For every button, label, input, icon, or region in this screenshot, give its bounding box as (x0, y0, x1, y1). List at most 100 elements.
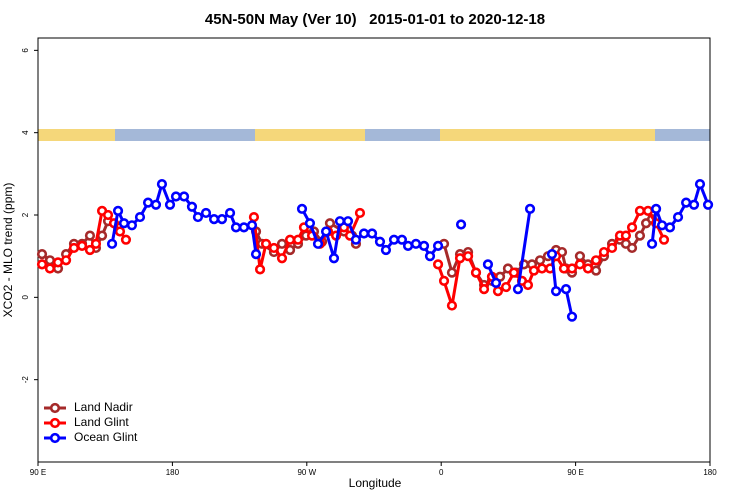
data-point (446, 300, 458, 311)
data-point (126, 220, 138, 231)
data-point (68, 242, 80, 254)
data-point (118, 218, 130, 229)
data-point (702, 199, 714, 210)
data-point (590, 265, 602, 276)
data-point (620, 230, 632, 241)
data-point (642, 205, 654, 216)
data-point (410, 238, 422, 249)
data-point (170, 191, 182, 202)
data-point (590, 255, 602, 266)
data-point (268, 242, 280, 254)
data-point (478, 284, 490, 295)
legend-swatch (49, 402, 61, 414)
data-point (646, 238, 658, 249)
data-point (250, 249, 262, 260)
series (106, 179, 714, 322)
y-tick-label: 2 (21, 212, 30, 217)
data-point (52, 257, 64, 268)
data-point (342, 216, 354, 227)
data-point (324, 218, 336, 229)
data-point (216, 214, 228, 225)
data-point (470, 267, 482, 278)
data-point (482, 259, 494, 270)
plot-frame (37, 37, 711, 463)
data-point (492, 286, 504, 297)
data-point (598, 246, 610, 258)
data-point (634, 230, 646, 241)
data-point (418, 240, 430, 251)
x-tick-label: 90 W (297, 468, 316, 477)
data-point (114, 226, 126, 237)
data-point (574, 251, 586, 262)
data-point (296, 203, 308, 214)
data-point (582, 263, 594, 274)
data-point (512, 284, 524, 295)
data-point (156, 179, 168, 190)
data-point (246, 220, 258, 231)
data-point (524, 203, 536, 214)
legend-label: Ocean Glint (74, 430, 138, 444)
legend-label: Land Nadir (74, 400, 133, 414)
data-point (284, 234, 296, 245)
data-point (626, 242, 638, 254)
data-point (350, 234, 362, 245)
data-point (164, 199, 176, 210)
data-point (292, 234, 304, 245)
data-point (522, 279, 534, 291)
x-tick-label: 90 E (567, 468, 583, 477)
data-point (438, 275, 450, 286)
data-point (528, 265, 540, 276)
data-point (462, 251, 474, 262)
data-point (112, 205, 124, 216)
data-point (142, 197, 154, 208)
land-band (255, 129, 365, 141)
data-point (626, 222, 638, 233)
data-point (432, 240, 444, 251)
data-point (566, 263, 578, 274)
land-band (440, 129, 655, 141)
data-point (358, 228, 370, 239)
data-point (76, 240, 88, 251)
y-tick-label: 0 (21, 295, 30, 300)
data-point (276, 238, 288, 249)
data-point (606, 242, 618, 254)
data-point (688, 199, 700, 210)
legend-swatch (49, 432, 61, 444)
data-point (44, 255, 56, 266)
data-point (455, 219, 467, 230)
data-point (60, 255, 72, 266)
data-point (566, 311, 578, 322)
map-strip (38, 129, 710, 141)
data-point (120, 234, 132, 245)
data-point (312, 238, 324, 249)
x-axis-label: Longitude (349, 476, 402, 490)
data-point (248, 211, 260, 223)
data-point (388, 234, 400, 245)
data-point (694, 179, 706, 190)
land-band (38, 129, 115, 141)
data-point (634, 205, 646, 216)
data-point (84, 244, 96, 256)
data-point (230, 222, 242, 233)
data-point (658, 234, 670, 245)
data-point (424, 251, 436, 262)
y-tick-label: 4 (21, 130, 30, 135)
data-point (102, 209, 114, 221)
chart-title: 45N-50N May (Ver 10) 2015-01-01 to 2020-… (205, 11, 545, 28)
data-point (320, 226, 332, 237)
data-point (208, 214, 220, 225)
data-point (656, 220, 668, 231)
data-point (334, 216, 346, 227)
data-point (90, 238, 102, 249)
data-point (446, 267, 458, 278)
x-tick-label: 180 (703, 468, 717, 477)
data-point (508, 267, 520, 278)
data-point (536, 263, 548, 274)
data-point (681, 197, 692, 208)
data-point (500, 281, 512, 293)
data-point (550, 286, 562, 297)
data-point (354, 207, 366, 219)
legend-label: Land Glint (74, 415, 129, 429)
data-point (650, 203, 662, 214)
